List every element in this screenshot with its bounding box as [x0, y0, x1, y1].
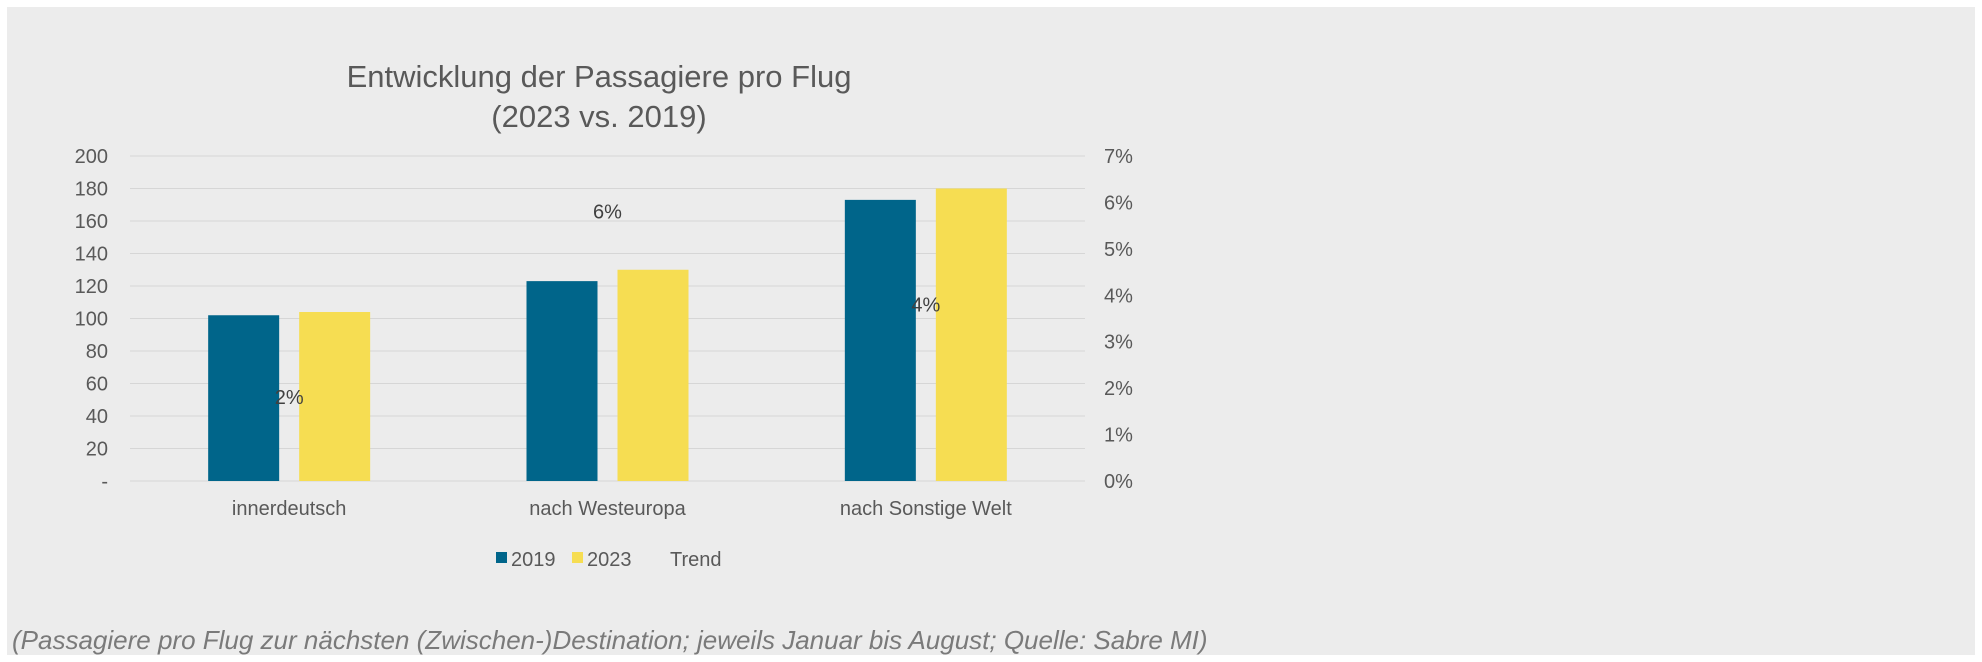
y2-tick-label: 6% — [1104, 192, 1133, 214]
chart-panel: Entwicklung der Passagiere pro Flug (2023… — [7, 7, 1975, 655]
y-tick-label: - — [101, 471, 108, 493]
x-tick-label: nach Westeuropa — [529, 498, 686, 520]
legend-label: 2019 — [511, 549, 556, 571]
y2-tick-label: 4% — [1104, 285, 1133, 307]
legend-label: 2023 — [587, 549, 632, 571]
bar-2019-1 — [526, 281, 598, 481]
bar-2023-1 — [617, 269, 689, 481]
y-tick-label: 200 — [75, 146, 108, 168]
x-tick-label: innerdeutsch — [232, 498, 347, 520]
trend-label: 4% — [911, 294, 940, 316]
trend-label: 2% — [275, 387, 304, 409]
y-tick-label: 60 — [86, 374, 108, 396]
y2-tick-label: 5% — [1104, 239, 1133, 261]
y-tick-label: 100 — [75, 309, 108, 331]
y2-tick-label: 0% — [1104, 471, 1133, 493]
bar-2019-0 — [208, 315, 280, 481]
chart-title: Entwicklung der Passagiere pro Flug — [347, 59, 852, 94]
y2-tick-label: 7% — [1104, 146, 1133, 168]
y2-tick-label: 2% — [1104, 378, 1133, 400]
y2-tick-label: 3% — [1104, 332, 1133, 354]
legend-swatch-2023 — [572, 552, 583, 563]
bar-2023-0 — [299, 312, 371, 481]
y-tick-label: 180 — [75, 179, 108, 201]
legend-label: Trend — [670, 549, 722, 571]
y2-tick-label: 1% — [1104, 425, 1133, 447]
chart-subtitle: (2023 vs. 2019) — [491, 99, 706, 134]
y-tick-label: 20 — [86, 439, 108, 461]
trend-label: 6% — [593, 201, 622, 223]
y-tick-label: 40 — [86, 406, 108, 428]
x-tick-label: nach Sonstige Welt — [840, 498, 1012, 520]
y-tick-label: 140 — [75, 244, 108, 266]
legend-swatch-2019 — [496, 552, 507, 563]
y-tick-label: 120 — [75, 276, 108, 298]
bar-2023-2 — [935, 188, 1007, 481]
chart: Entwicklung der Passagiere pro Flug (2023… — [75, 59, 1133, 571]
y-tick-label: 80 — [86, 341, 108, 363]
chart-caption: (Passagiere pro Flug zur nächsten (Zwisc… — [12, 625, 1208, 655]
bar-2019-2 — [844, 199, 916, 481]
y-tick-label: 160 — [75, 211, 108, 233]
